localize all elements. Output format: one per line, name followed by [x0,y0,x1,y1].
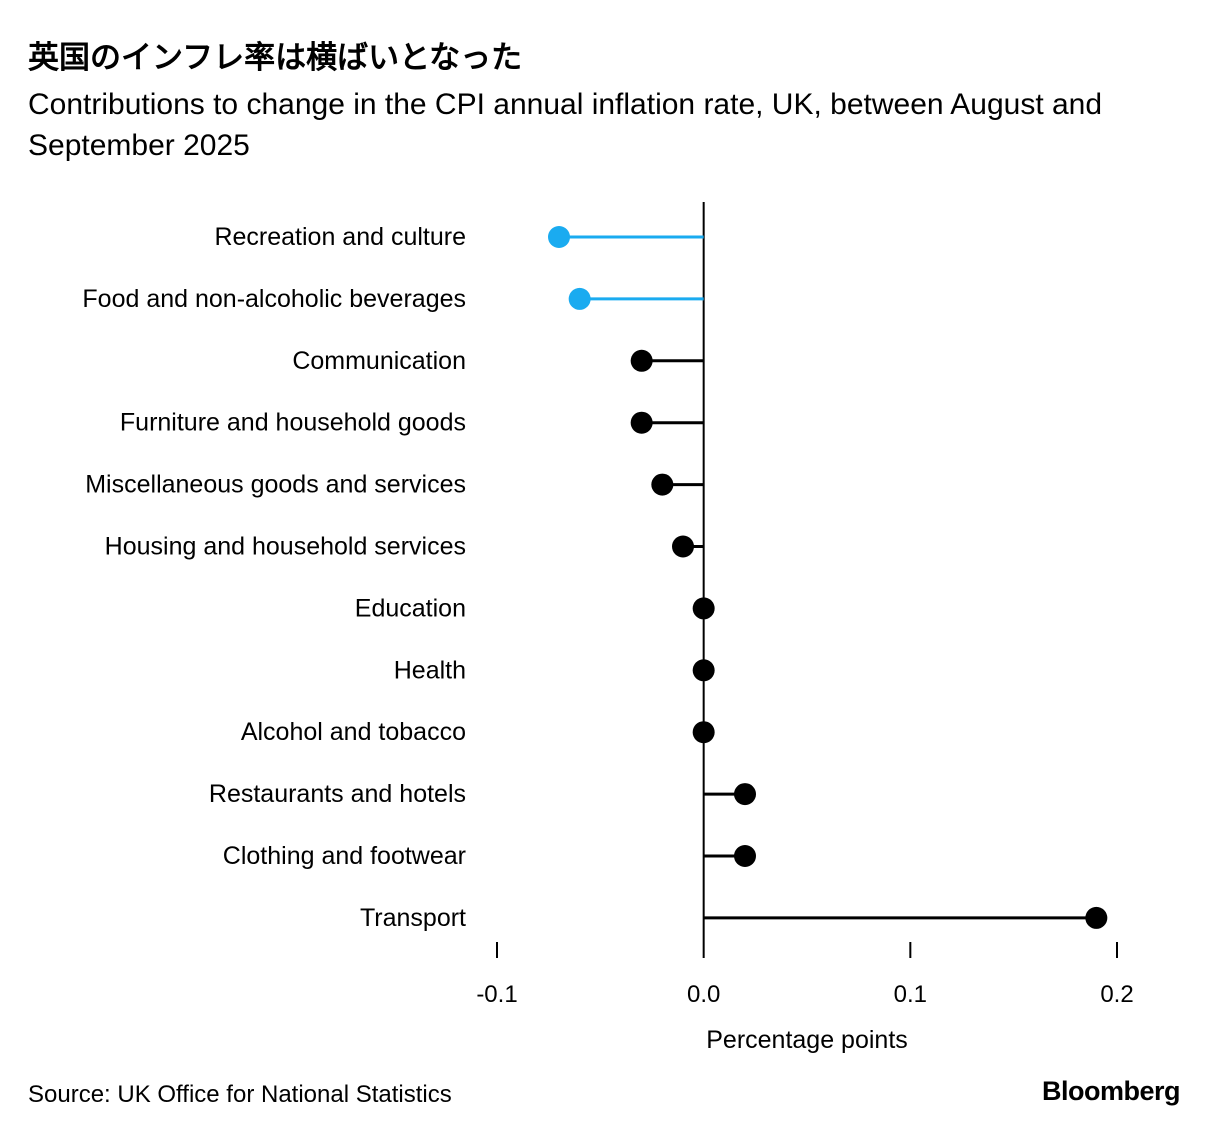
chart-subtitle: Contributions to change in the CPI annua… [28,88,1103,162]
lollipop-dot [692,659,715,682]
lollipop-dot [651,473,674,496]
source-note: Source: UK Office for National Statistic… [28,1081,452,1108]
x-tick-label: 0.0 [687,981,720,1008]
chart-title: 英国のインフレ率は横ばいとなった [28,40,523,75]
category-label: Restaurants and hotels [209,780,466,808]
category-label: Education [355,594,466,622]
category-label: Recreation and culture [214,223,466,251]
lollipop-dot [734,783,756,806]
lollipop-dot [734,845,756,867]
lollipop-dot [672,535,694,558]
category-label: Furniture and household goods [120,409,466,437]
category-label: Alcohol and tobacco [241,718,466,746]
lollipop-dot [548,226,570,248]
x-tick-label: 0.1 [894,981,927,1008]
category-label: Housing and household services [105,533,466,561]
category-label: Transport [360,904,466,932]
x-axis-label: Percentage points [706,1026,908,1054]
x-tick-label: 0.2 [1100,981,1133,1008]
category-label: Health [394,656,466,684]
lollipop-dot [630,411,653,434]
category-label: Communication [292,347,466,375]
lollipop-dot [568,287,591,310]
lollipop-dot [630,349,653,372]
x-tick-label: -0.1 [476,981,517,1008]
lollipop-dot [692,597,715,620]
category-label: Miscellaneous goods and services [85,471,466,499]
bloomberg-logo: Bloomberg [1041,1076,1181,1106]
category-label: Food and non-alcoholic beverages [82,285,466,313]
lollipop-dot [1085,906,1108,929]
lollipop-dot [692,721,715,744]
category-label: Clothing and footwear [223,842,466,870]
